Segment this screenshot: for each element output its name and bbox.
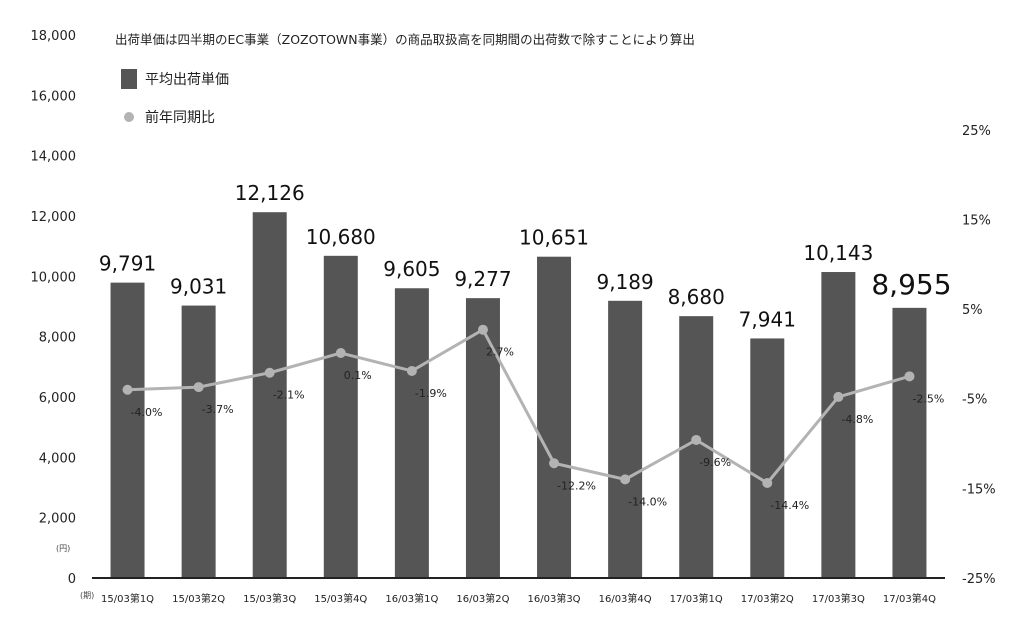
line-point [691,434,702,445]
right-tick-label: 5% [962,303,983,318]
left-tick-label: 16,000 [31,89,77,104]
left-tick-label: 0 [68,572,76,587]
line-point [833,391,844,402]
right-tick-label: -15% [962,482,996,497]
bar-value-label: 9,605 [383,257,440,281]
line-point [406,365,417,376]
left-tick-label: 18,000 [31,29,77,44]
right-tick-label: 15% [962,213,991,228]
left-tick-label: 6,000 [39,391,76,406]
line-point [477,324,488,335]
left-tick-label: 14,000 [31,150,77,165]
pct-value-label: -2.1% [273,389,305,402]
bar [892,307,927,578]
line-point [193,382,204,393]
pct-value-label: -4.0% [131,406,163,419]
x-tick-label: 15/03第4Q [314,592,367,605]
left-tick-label: 8,000 [39,331,76,346]
bar-value-label: 9,277 [454,267,511,291]
bar-value-label: 10,680 [306,225,376,249]
x-tick-label: 15/03第2Q [172,592,225,605]
line-point [335,348,346,359]
pct-value-label: 0.1% [344,369,372,382]
x-tick-label: 17/03第1Q [670,592,723,605]
bar [252,212,287,578]
pct-value-label: 2.7% [486,346,514,359]
line-path [127,327,910,485]
bar-value-label: 10,651 [519,226,589,250]
chart-title: 出荷単価は四半期のEC事業（ZOZOTOWN事業）の商品取扱高を同期間の出荷数で… [115,32,695,47]
line-point [620,474,631,485]
left-y-axis: 0 2,000 4,000 6,000 8,000 10,000 12,000 14,000 1… [31,29,77,587]
line-point [264,367,275,378]
pct-value-label: -4.8% [841,413,873,426]
bar-value-label: 10,143 [803,241,873,265]
left-tick-label: 2,000 [39,512,76,527]
pct-value-label: -12.2% [557,479,596,492]
bar [323,255,358,578]
pct-value-label: -2.5% [912,392,944,405]
left-tick-label: 12,000 [31,210,77,225]
bar [750,338,785,578]
line-point [904,371,915,382]
right-tick-label: -25% [962,572,996,587]
bar-value-label: 9,189 [596,270,653,294]
x-tick-label: 17/03第3Q [812,592,865,605]
x-tick-label: 16/03第3Q [528,592,581,605]
bar-value-label: 12,126 [235,181,305,205]
x-unit-label: (期) [80,591,94,600]
legend-line-marker [124,112,134,122]
x-tick-label: 16/03第4Q [599,592,652,605]
x-tick-label: 17/03第4Q [883,592,936,605]
line-point [549,458,560,469]
bar [465,298,500,578]
x-tick-label: 16/03第1Q [385,592,438,605]
bar [394,288,429,578]
pct-value-label: -14.0% [628,495,667,508]
right-tick-label: -5% [962,393,987,408]
legend: 平均出荷単価 前年同期比 [121,69,229,126]
bar [821,272,856,578]
line-point [762,477,773,488]
x-tick-label: 16/03第2Q [456,592,509,605]
bar [608,300,643,578]
legend-line-label: 前年同期比 [145,109,215,126]
line-series [122,324,915,488]
x-tick-label: 17/03第2Q [741,592,794,605]
pct-value-label: -3.7% [202,403,234,416]
line-point [122,384,133,395]
pct-value-label: -1.9% [415,387,447,400]
left-unit-label: (円) [56,544,70,553]
bar-value-label: 8,680 [668,285,725,309]
bar [537,256,572,578]
x-tick-label: 15/03第1Q [101,592,154,605]
legend-bar-swatch [121,69,137,89]
x-tick-label: 15/03第3Q [243,592,296,605]
pct-value-label: -14.4% [770,499,809,512]
bar-value-label: 7,941 [739,307,796,331]
pct-value-labels: -4.0% -3.7% -2.1% 0.1% -1.9% 2.7% -12.2% -14.0%… [131,346,945,512]
pct-value-label: -9.6% [699,456,731,469]
right-y-axis: -25% -15% -5% 5% 15% 25% [962,124,996,587]
legend-bar-label: 平均出荷単価 [145,72,229,88]
left-tick-label: 4,000 [39,451,76,466]
left-tick-label: 10,000 [31,270,77,285]
bar-value-label: 9,791 [99,252,156,276]
bar [181,305,216,578]
bar-value-label: 9,031 [170,275,227,299]
x-axis: 15/03第1Q 15/03第2Q 15/03第3Q 15/03第4Q 16/03第1Q… [92,577,945,605]
right-tick-label: 25% [962,124,991,139]
bar-value-label: 8,955 [871,268,951,301]
bar [110,282,145,578]
